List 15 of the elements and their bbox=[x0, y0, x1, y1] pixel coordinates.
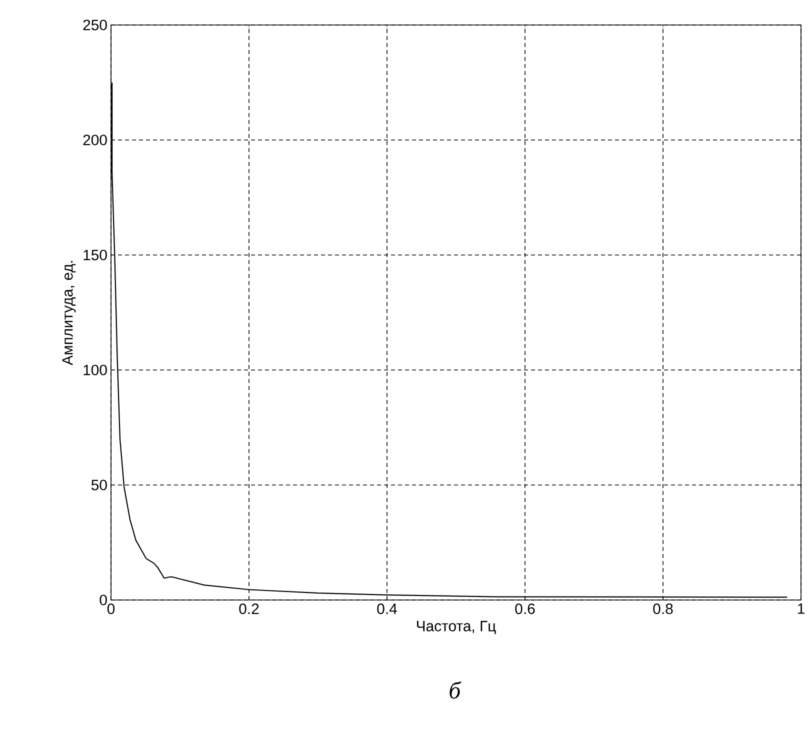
x-tick-label: 0.4 bbox=[377, 604, 397, 614]
x-tick-label: 0.8 bbox=[653, 604, 673, 614]
text: б bbox=[450, 681, 462, 699]
y-tick-label: 150 bbox=[84, 250, 107, 260]
y-tick-label: 200 bbox=[83, 134, 107, 146]
y-tick-label: 100 bbox=[84, 364, 107, 376]
y-tick-label: 0 bbox=[100, 594, 107, 606]
x-tick-label: 0.2 bbox=[239, 604, 259, 614]
x-tick-label: 0 bbox=[107, 604, 115, 614]
y-tick-label: 250 bbox=[83, 20, 107, 30]
x-tick-label: 1 bbox=[798, 604, 804, 614]
y-tick-label: 50 bbox=[91, 480, 107, 490]
x-tick-label: 0.6 bbox=[515, 604, 535, 614]
x-axis-title: Частота, Гц bbox=[417, 620, 496, 634]
y-axis-title: Амплитуда, ед. bbox=[62, 261, 76, 366]
